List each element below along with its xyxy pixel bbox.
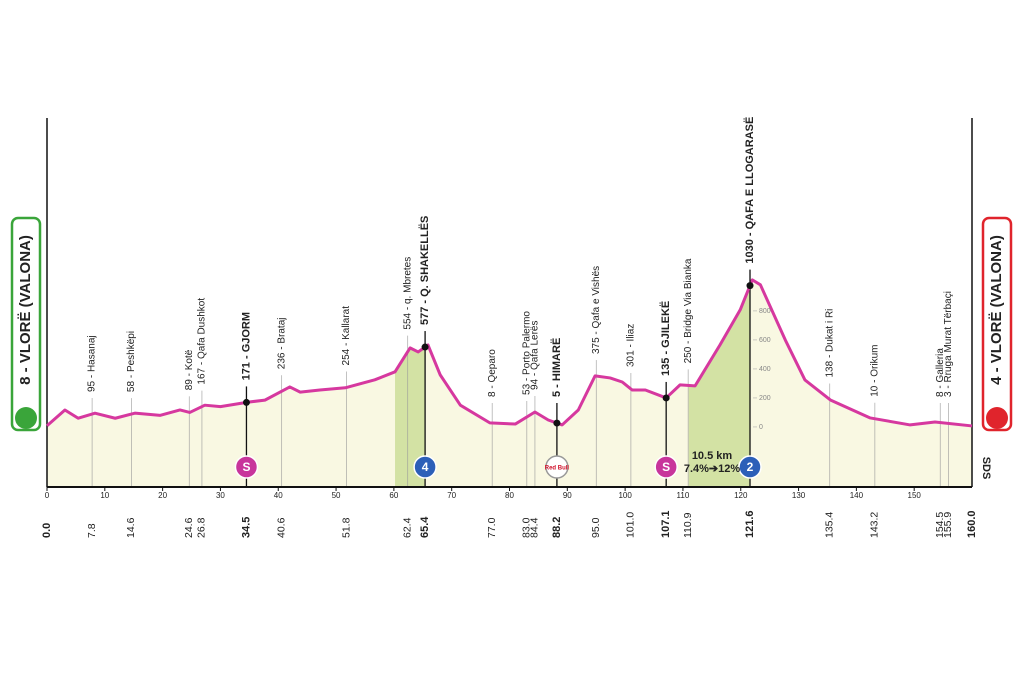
- waypoint-km: 24.6: [183, 517, 195, 538]
- x-tick-label: 90: [563, 491, 572, 500]
- waypoint-label: 8 - Galleria: [935, 348, 946, 397]
- waypoint-label: 94 - Qafa Lerës: [530, 321, 541, 390]
- waypoint-label: 95 - Hasanaj: [87, 335, 98, 392]
- waypoint-label: 3 - Rruga Murat Tërbaçi: [943, 291, 954, 397]
- waypoint-km: 26.8: [196, 517, 208, 538]
- finish-badge: [981, 216, 1013, 432]
- marker-label: Red Bull: [545, 466, 570, 472]
- x-tick-label: 150: [908, 491, 922, 500]
- waypoint-km: 88.2: [551, 517, 563, 538]
- waypoint-label: 135 - GJILEKË: [659, 301, 672, 376]
- waypoint-label: 89 - Kotë: [184, 349, 195, 390]
- marker: [413, 455, 437, 479]
- waypoint-label: 250 - Bridge Via Bianka: [683, 258, 694, 363]
- waypoint-km: 40.6: [276, 517, 288, 538]
- marker-label: 4: [422, 460, 429, 474]
- x-tick-label: 120: [734, 491, 748, 500]
- start-icon: [15, 407, 37, 429]
- waypoint-dot: [553, 419, 561, 427]
- marker: [545, 455, 569, 479]
- profile-line: [46, 278, 973, 428]
- waypoint-label: 10 - Orikum: [870, 345, 881, 397]
- waypoint-km: 83.0: [521, 517, 533, 538]
- waypoint-km: 155.9: [942, 512, 954, 538]
- waypoint-km: 135.4: [824, 512, 836, 538]
- waypoint-label: 554 - q. Mbretes: [402, 257, 413, 330]
- waypoint-km: 84.4: [529, 517, 541, 538]
- climb-annotation: 10.5 km: [692, 450, 733, 462]
- waypoint-label: 171 - GJORM: [240, 312, 252, 380]
- waypoint-label: 1030 - QAFA E LLOGARASË: [743, 117, 756, 264]
- waypoint-km: 154.5: [934, 512, 946, 538]
- x-tick-label: 80: [505, 491, 514, 500]
- waypoint-label: 58 - Peshkëpi: [126, 331, 137, 392]
- waypoint-km: 121.6: [744, 510, 756, 538]
- climb-annotation: 7.4%➔12%: [684, 463, 741, 475]
- background-layer: [47, 279, 972, 487]
- marker-label: 2: [747, 460, 754, 474]
- x-tick-label: 30: [216, 491, 225, 500]
- x-tick-label: 130: [792, 491, 806, 500]
- y-tick-label: 600: [759, 337, 771, 344]
- start-label: 8 - VLORË (VALONA): [17, 235, 34, 385]
- x-tick-label: 50: [332, 491, 341, 500]
- x-tick-label: 20: [158, 491, 167, 500]
- waypoint-label: 301 - Iliaz: [626, 324, 637, 367]
- y-tick-label: 800: [759, 308, 771, 315]
- finish-label: 4 - VLORË (VALONA): [988, 235, 1005, 385]
- waypoint-dot: [242, 398, 250, 406]
- climb-fill: [395, 347, 426, 487]
- waypoint-km: 143.2: [869, 512, 881, 538]
- waypoint-km: 77.0: [486, 517, 498, 538]
- waypoint-label: 53 - Porto Palermo: [521, 311, 532, 395]
- x-tick-label: 70: [447, 491, 456, 500]
- waypoint-label: 138 - Dukat i Ri: [824, 309, 835, 378]
- y-tick-label: 400: [759, 366, 771, 373]
- x-tick-label: 10: [100, 491, 109, 500]
- x-tick-label: 100: [618, 491, 632, 500]
- waypoint-km: 107.1: [660, 510, 672, 538]
- marker: [738, 455, 762, 479]
- marker: [234, 455, 259, 479]
- waypoint-label: 8 - Qeparo: [487, 349, 498, 397]
- x-tick-label: 140: [850, 491, 864, 500]
- waypoint-label: 254 - Kallarat: [341, 306, 352, 366]
- waypoint-label: 5 - HIMARË: [550, 338, 563, 397]
- x-tick-label: 0: [45, 491, 50, 500]
- start-badge: [10, 216, 42, 432]
- finish-icon: [986, 407, 1008, 429]
- x-tick-label: 60: [389, 491, 398, 500]
- x-tick-label: 110: [677, 491, 690, 500]
- waypoint-km: 34.5: [240, 517, 252, 538]
- waypoint-km: 101.0: [625, 512, 637, 538]
- waypoint-km: 160.0: [966, 510, 978, 538]
- y-tick-label: 0: [759, 424, 763, 431]
- waypoint-label: 236 - Brataj: [276, 318, 287, 370]
- waypoint-km: 110.9: [682, 512, 694, 538]
- waypoint-dot: [746, 282, 754, 290]
- marker-label: S: [662, 460, 670, 474]
- profile-layer: [46, 269, 973, 479]
- waypoint-label: 375 - Qafa e Vishës: [591, 266, 602, 354]
- waypoint-km: 51.8: [340, 517, 352, 538]
- waypoint-label: 167 - Qafa Dushkot: [197, 298, 208, 385]
- marker-label: S: [242, 460, 250, 474]
- waypoint-km: 65.4: [419, 516, 431, 538]
- waypoint-dot: [421, 343, 429, 351]
- marker: [654, 455, 678, 479]
- waypoint-km: 95.0: [590, 517, 602, 538]
- x-tick-label: 40: [274, 491, 283, 500]
- waypoint-label: 577 - Q. SHAKELLËS: [418, 216, 431, 325]
- waypoint-km: 0.0: [41, 523, 53, 538]
- label-layer: 0 200 400 600 800 0 10 20 30 40 50 60 70 80 90 100 110 12…: [41, 117, 978, 538]
- waypoint-km: 14.6: [125, 517, 137, 538]
- y-tick-label: 200: [759, 395, 771, 402]
- waypoint-dot: [662, 394, 670, 402]
- brand: SDS: [980, 457, 992, 480]
- waypoint-km: 62.4: [402, 517, 414, 538]
- climb-fill: [688, 285, 750, 487]
- waypoint-km: 7.8: [86, 523, 98, 538]
